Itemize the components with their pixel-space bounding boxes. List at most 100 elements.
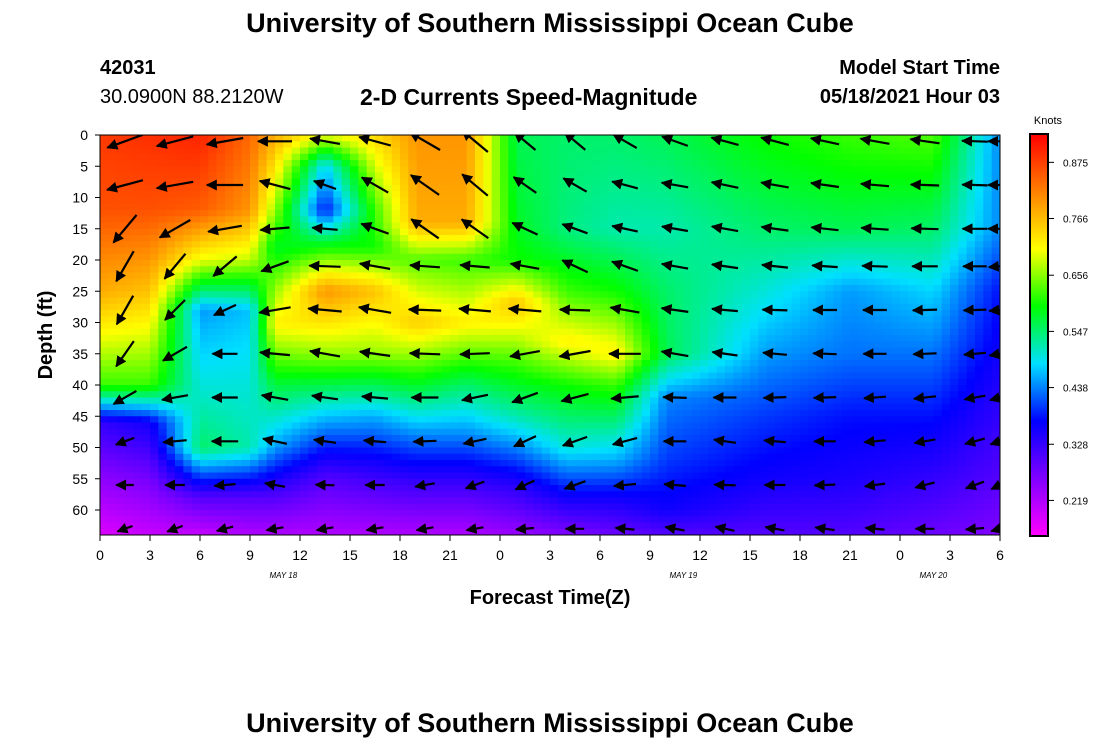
heatmap-cell	[208, 360, 218, 367]
heatmap-cell	[150, 466, 159, 474]
heatmap-cell	[458, 141, 468, 149]
heatmap-cell	[316, 285, 326, 292]
heatmap-cell	[516, 453, 526, 461]
heatmap-cell	[383, 178, 393, 186]
heatmap-cell	[625, 166, 634, 174]
heatmap-cell	[366, 335, 376, 342]
heatmap-cell	[116, 153, 126, 161]
heatmap-cell	[400, 228, 409, 236]
heatmap-cell	[300, 141, 309, 149]
heatmap-cell	[675, 472, 684, 480]
heatmap-cell	[658, 147, 668, 155]
heatmap-cell	[341, 503, 351, 511]
heatmap-cell	[133, 316, 143, 324]
heatmap-cell	[183, 328, 193, 336]
heatmap-cell	[675, 491, 684, 499]
heatmap-cell	[641, 397, 651, 405]
heatmap-cell	[741, 491, 751, 499]
heatmap-cell	[191, 422, 201, 430]
heatmap-cell	[408, 266, 418, 274]
heatmap-cell	[266, 278, 276, 286]
heatmap-cell	[466, 147, 476, 155]
heatmap-cell	[525, 516, 534, 524]
heatmap-cell	[283, 447, 293, 455]
heatmap-cell	[333, 241, 343, 249]
heatmap-cell	[250, 341, 259, 349]
heatmap-cell	[483, 435, 493, 442]
heatmap-cell	[616, 372, 626, 380]
heatmap-cell	[625, 203, 634, 211]
heatmap-cell	[341, 178, 351, 186]
heatmap-cell	[341, 366, 351, 374]
heatmap-cell	[291, 191, 301, 199]
heatmap-cell	[691, 366, 701, 374]
heatmap-cell	[650, 510, 659, 517]
heatmap-cell	[441, 153, 451, 161]
heatmap-cell	[100, 397, 109, 405]
heatmap-cell	[366, 210, 376, 217]
heatmap-cell	[283, 153, 293, 161]
heatmap-cell	[625, 335, 634, 342]
heatmap-cell	[675, 253, 684, 261]
heatmap-cell	[633, 422, 643, 430]
heatmap-cell	[308, 160, 318, 167]
heatmap-cell	[591, 397, 601, 405]
heatmap-cell	[383, 391, 393, 399]
heatmap-cell	[283, 228, 293, 236]
heatmap-cell	[341, 241, 351, 249]
heatmap-cell	[491, 135, 501, 142]
heatmap-cell	[716, 297, 726, 305]
heatmap-cell	[591, 503, 601, 511]
heatmap-cell	[725, 278, 734, 286]
heatmap-cell	[366, 228, 376, 236]
heatmap-cell	[616, 278, 626, 286]
heatmap-cell	[191, 160, 201, 167]
heatmap-cell	[250, 291, 259, 299]
heatmap-cell	[175, 203, 184, 211]
heatmap-cell	[558, 141, 568, 149]
heatmap-cell	[575, 391, 584, 399]
heatmap-cell	[316, 403, 326, 411]
heatmap-cell	[250, 391, 259, 399]
heatmap-cell	[233, 335, 243, 342]
heatmap-cell	[341, 216, 351, 224]
heatmap-cell	[150, 241, 159, 249]
heatmap-cell	[425, 322, 434, 330]
heatmap-cell	[283, 253, 293, 261]
heatmap-cell	[300, 522, 309, 530]
heatmap-cell	[250, 372, 259, 380]
heatmap-cell	[116, 372, 126, 380]
heatmap-cell	[400, 328, 409, 336]
heatmap-cell	[316, 466, 326, 474]
heatmap-cell	[100, 285, 109, 292]
heatmap-cell	[508, 166, 518, 174]
heatmap-cell	[733, 272, 743, 280]
heatmap-cell	[383, 378, 393, 386]
heatmap-cell	[308, 503, 318, 511]
heatmap-cell	[208, 166, 218, 174]
heatmap-cell	[691, 322, 701, 330]
heatmap-cell	[183, 310, 193, 317]
heatmap-cell	[300, 472, 309, 480]
heatmap-cell	[333, 328, 343, 336]
heatmap-cell	[675, 191, 684, 199]
heatmap-cell	[608, 272, 618, 280]
heatmap-cell	[500, 191, 509, 199]
heatmap-cell	[525, 216, 534, 224]
heatmap-cell	[683, 310, 693, 317]
heatmap-cell	[316, 416, 326, 424]
heatmap-cell	[683, 197, 693, 205]
heatmap-cell	[516, 191, 526, 199]
heatmap-cell	[600, 228, 609, 236]
heatmap-cell	[500, 172, 509, 180]
heatmap-cell	[475, 303, 484, 311]
heatmap-cell	[550, 453, 559, 461]
heatmap-cell	[358, 416, 368, 424]
heatmap-cell	[300, 460, 309, 467]
heatmap-cell	[175, 491, 184, 499]
heatmap-cell	[725, 228, 734, 236]
heatmap-cell	[650, 497, 659, 505]
heatmap-cell	[583, 428, 593, 436]
heatmap-cell	[275, 222, 284, 230]
heatmap-cell	[383, 247, 393, 255]
